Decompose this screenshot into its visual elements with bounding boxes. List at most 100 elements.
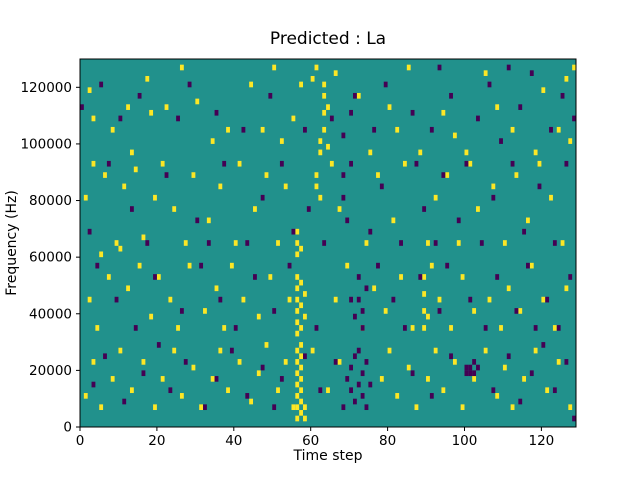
heatmap-cell-high (333, 296, 338, 303)
heatmap-cell-high (83, 194, 88, 201)
heatmap-cell-low (360, 325, 365, 331)
heatmap-cell-high (183, 240, 188, 246)
heatmap-cell-low (564, 160, 569, 167)
heatmap-cell-high (556, 126, 561, 133)
heatmap-cell-low (429, 393, 434, 399)
heatmap-cell-high (295, 404, 300, 411)
heatmap-cell-low (491, 194, 496, 201)
heatmap-cell-low (356, 381, 361, 388)
heatmap-cell-low (399, 240, 403, 246)
heatmap-cell-high (422, 274, 427, 280)
heatmap-cell-high (145, 75, 150, 82)
heatmap-cell-high (226, 126, 230, 133)
heatmap-cell-high (153, 194, 157, 201)
heatmap-cell-low (422, 206, 427, 212)
heatmap-cell-high (210, 138, 215, 144)
heatmap-cell-high (295, 370, 300, 377)
heatmap-cell-high (556, 359, 561, 365)
heatmap-cell-low (526, 262, 530, 269)
heatmap-cell-low (179, 308, 184, 314)
heatmap-cell-low (556, 325, 561, 331)
heatmap-cell-low (345, 217, 350, 224)
heatmap-cell-high (452, 359, 457, 365)
heatmap-cell-low (541, 342, 546, 348)
heatmap-cell-low (241, 126, 246, 133)
heatmap-cell-high (333, 70, 338, 76)
heatmap-cell-low (472, 359, 477, 365)
heatmap-cell-high (214, 285, 219, 292)
heatmap-cell-high (187, 262, 192, 269)
heatmap-cell-low (341, 194, 346, 201)
heatmap-cell-high (422, 325, 427, 331)
heatmap-cell-high (299, 376, 304, 382)
heatmap-cell-high (303, 415, 307, 422)
x-tick-label: 60 (302, 433, 319, 449)
heatmap-cell-low (449, 353, 453, 360)
heatmap-cell-high (179, 393, 184, 399)
x-tick-label: 100 (452, 433, 478, 449)
heatmap-cell-low (514, 308, 519, 314)
heatmap-cell-high (533, 347, 538, 354)
heatmap-cell-high (160, 376, 165, 382)
heatmap-cell-high (249, 398, 254, 405)
heatmap-cell-high (483, 347, 488, 354)
heatmap-cell-high (329, 160, 334, 167)
heatmap-cell-high (318, 149, 323, 156)
heatmap-cell-high (279, 138, 284, 144)
heatmap-cell-low (464, 160, 469, 167)
heatmap-cell-low (122, 398, 127, 405)
heatmap-cell-high (422, 291, 427, 297)
heatmap-cell-low (349, 296, 353, 303)
heatmap-cell-high (299, 398, 304, 405)
heatmap-cell-low (206, 240, 211, 246)
heatmap-cell-high (295, 285, 300, 292)
heatmap-cell-low (510, 160, 515, 167)
heatmap-cell-high (456, 240, 461, 246)
heatmap-cell-low (529, 370, 534, 377)
heatmap-cell-low (91, 381, 96, 388)
heatmap-cell-low (472, 370, 477, 377)
heatmap-cell-high (314, 64, 319, 71)
heatmap-cell-high (172, 206, 177, 212)
heatmap-cell-low (195, 217, 200, 224)
heatmap-cell-high (299, 245, 304, 252)
heatmap-cell-high (483, 70, 488, 76)
heatmap-cell-high (276, 240, 280, 246)
heatmap-cell-low (352, 353, 357, 360)
y-tick-label: 80000 (29, 193, 72, 209)
y-tick-label: 20000 (29, 363, 72, 379)
heatmap-cell-high (426, 240, 430, 246)
heatmap-cell-high (229, 262, 234, 269)
heatmap-cell-low (103, 353, 107, 360)
heatmap-cell-high (356, 92, 361, 99)
heatmap-cell-low (456, 217, 461, 224)
heatmap-cell-high (560, 240, 565, 246)
heatmap-cell-high (87, 87, 92, 93)
y-tick-label: 100000 (20, 136, 72, 152)
heatmap-cell-high (99, 251, 104, 258)
chart-title: Predicted : La (269, 29, 387, 49)
heatmap-cell-low (356, 296, 361, 303)
heatmap-cell-high (514, 172, 519, 178)
heatmap-cell-high (91, 115, 96, 122)
heatmap-cell-high (291, 404, 296, 411)
heatmap-cell-high (256, 313, 261, 320)
heatmap-cell-low (376, 262, 380, 269)
heatmap-cell-high (237, 359, 242, 365)
heatmap-cell-high (472, 308, 477, 314)
heatmap-cell-low (260, 194, 265, 201)
heatmap-cell-low (372, 126, 377, 133)
heatmap-cell-high (264, 172, 269, 178)
heatmap-cell-low (233, 325, 238, 331)
heatmap-cell-low (245, 240, 250, 246)
heatmap-cell-low (114, 296, 119, 303)
heatmap-cell-low (506, 353, 511, 360)
heatmap-cell-high (310, 347, 315, 354)
heatmap-cell-high (233, 240, 238, 246)
heatmap-cell-high (337, 359, 342, 365)
heatmap-cell-high (476, 206, 480, 212)
heatmap-cell-low (349, 387, 353, 394)
heatmap-cell-high (303, 313, 307, 320)
heatmap-cell-high (129, 149, 134, 156)
